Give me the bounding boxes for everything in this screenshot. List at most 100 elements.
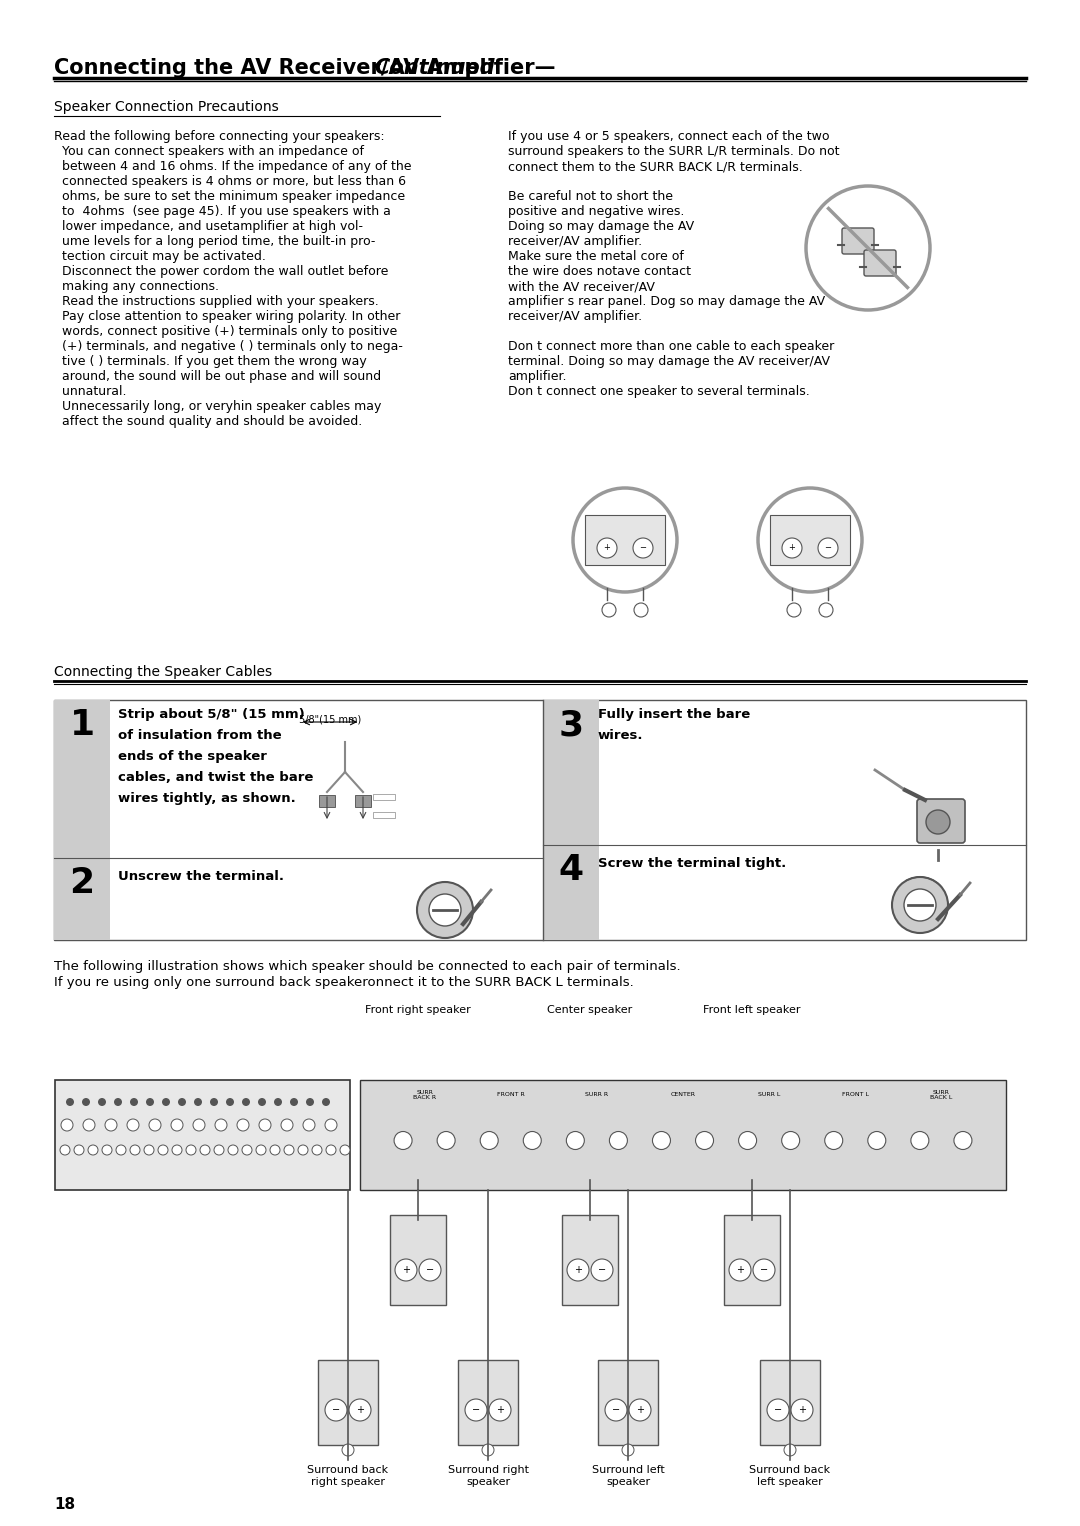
Text: between 4 and 16 ohms. If the impedance of any of the: between 4 and 16 ohms. If the impedance … xyxy=(54,160,411,172)
Bar xyxy=(319,795,335,807)
Text: SURR R: SURR R xyxy=(585,1093,608,1097)
Circle shape xyxy=(791,1399,813,1421)
Text: Connecting the AV Receiver/AV Amplifier—: Connecting the AV Receiver/AV Amplifier— xyxy=(54,58,555,78)
Circle shape xyxy=(566,1131,584,1149)
Bar xyxy=(760,1360,820,1445)
Text: FRONT L: FRONT L xyxy=(841,1093,868,1097)
Bar xyxy=(770,514,850,565)
Circle shape xyxy=(739,1131,757,1149)
Circle shape xyxy=(322,1099,330,1106)
Text: +: + xyxy=(496,1405,504,1415)
Circle shape xyxy=(591,1259,613,1280)
Circle shape xyxy=(482,1444,494,1456)
Bar xyxy=(585,514,665,565)
Bar xyxy=(724,1215,780,1305)
Text: 3: 3 xyxy=(558,708,583,742)
Text: −: − xyxy=(774,1405,782,1415)
Circle shape xyxy=(784,1444,796,1456)
Circle shape xyxy=(342,1444,354,1456)
Circle shape xyxy=(105,1119,117,1131)
FancyBboxPatch shape xyxy=(842,227,874,253)
Circle shape xyxy=(787,603,801,617)
Circle shape xyxy=(193,1119,205,1131)
Text: +: + xyxy=(788,543,796,552)
Circle shape xyxy=(910,1131,929,1149)
Circle shape xyxy=(281,1119,293,1131)
Text: 2: 2 xyxy=(69,865,95,900)
Bar xyxy=(543,845,599,940)
Text: affect the sound quality and should be avoided.: affect the sound quality and should be a… xyxy=(54,415,362,427)
Text: with the AV receiver/AV: with the AV receiver/AV xyxy=(508,279,654,293)
Circle shape xyxy=(98,1099,106,1106)
Circle shape xyxy=(194,1099,202,1106)
Text: Surround left
speaker: Surround left speaker xyxy=(592,1465,664,1488)
Text: words, connect positive (+) terminals only to positive: words, connect positive (+) terminals on… xyxy=(54,325,397,337)
Text: If you re using only one surround back speakeronnect it to the SURR BACK L termi: If you re using only one surround back s… xyxy=(54,977,634,989)
Text: You can connect speakers with an impedance of: You can connect speakers with an impedan… xyxy=(54,145,364,159)
Circle shape xyxy=(954,1131,972,1149)
Text: to  4ohms  (see page 45). If you use speakers with a: to 4ohms (see page 45). If you use speak… xyxy=(54,204,391,218)
Circle shape xyxy=(349,1399,372,1421)
Text: ume levels for a long period time, the built-in pro-: ume levels for a long period time, the b… xyxy=(54,235,376,249)
Circle shape xyxy=(605,1399,627,1421)
Text: −: − xyxy=(598,1265,606,1276)
Circle shape xyxy=(171,1119,183,1131)
Circle shape xyxy=(326,1144,336,1155)
Text: Unscrew the terminal.: Unscrew the terminal. xyxy=(118,870,284,884)
Text: making any connections.: making any connections. xyxy=(54,279,219,293)
Circle shape xyxy=(904,890,936,922)
Text: (+) terminals, and negative ( ) terminals only to nega-: (+) terminals, and negative ( ) terminal… xyxy=(54,340,403,353)
Circle shape xyxy=(83,1119,95,1131)
Text: +: + xyxy=(636,1405,644,1415)
Text: amplifier s rear panel. Dog so may damage the AV: amplifier s rear panel. Dog so may damag… xyxy=(508,295,825,308)
Circle shape xyxy=(622,1444,634,1456)
Text: −: − xyxy=(824,543,832,552)
Bar xyxy=(562,1215,618,1305)
Circle shape xyxy=(214,1144,224,1155)
Circle shape xyxy=(325,1399,347,1421)
Text: −: − xyxy=(426,1265,434,1276)
Bar xyxy=(373,794,395,800)
Bar xyxy=(318,1360,378,1445)
Circle shape xyxy=(926,810,950,835)
Circle shape xyxy=(82,1099,90,1106)
Circle shape xyxy=(325,1119,337,1131)
Text: 18: 18 xyxy=(54,1497,76,1512)
Circle shape xyxy=(178,1099,186,1106)
Text: Don t connect more than one cable to each speaker: Don t connect more than one cable to eac… xyxy=(508,340,834,353)
Text: +: + xyxy=(356,1405,364,1415)
Text: surround speakers to the SURR L/R terminals. Do not: surround speakers to the SURR L/R termin… xyxy=(508,145,839,159)
Circle shape xyxy=(892,877,948,932)
Text: If you use 4 or 5 speakers, connect each of the two: If you use 4 or 5 speakers, connect each… xyxy=(508,130,829,143)
Circle shape xyxy=(75,1144,84,1155)
Circle shape xyxy=(130,1144,140,1155)
Circle shape xyxy=(524,1131,541,1149)
Circle shape xyxy=(144,1144,154,1155)
Text: unnatural.: unnatural. xyxy=(54,385,126,398)
Text: +: + xyxy=(604,543,610,552)
Bar xyxy=(390,1215,446,1305)
Circle shape xyxy=(602,603,616,617)
Circle shape xyxy=(258,1099,266,1106)
Bar xyxy=(54,858,110,940)
Circle shape xyxy=(597,539,617,559)
Text: the wire does notave contact: the wire does notave contact xyxy=(508,266,691,278)
Text: Don t connect one speaker to several terminals.: Don t connect one speaker to several ter… xyxy=(508,385,810,398)
FancyBboxPatch shape xyxy=(864,250,896,276)
Circle shape xyxy=(116,1144,126,1155)
Bar xyxy=(458,1360,518,1445)
Circle shape xyxy=(186,1144,195,1155)
Text: Unnecessarily long, or veryhin speaker cables may: Unnecessarily long, or veryhin speaker c… xyxy=(54,400,381,414)
Circle shape xyxy=(306,1099,314,1106)
Circle shape xyxy=(146,1099,154,1106)
Text: Front right speaker: Front right speaker xyxy=(365,1006,471,1015)
Circle shape xyxy=(629,1399,651,1421)
Text: Surround right
speaker: Surround right speaker xyxy=(447,1465,528,1488)
Circle shape xyxy=(819,603,833,617)
Text: The following illustration shows which speaker should be connected to each pair : The following illustration shows which s… xyxy=(54,960,680,974)
Text: Make sure the metal core of: Make sure the metal core of xyxy=(508,250,684,262)
Text: −: − xyxy=(760,1265,768,1276)
Text: Doing so may damage the AV: Doing so may damage the AV xyxy=(508,220,694,233)
Text: 4: 4 xyxy=(558,853,583,887)
Text: Surround back
left speaker: Surround back left speaker xyxy=(750,1465,831,1488)
